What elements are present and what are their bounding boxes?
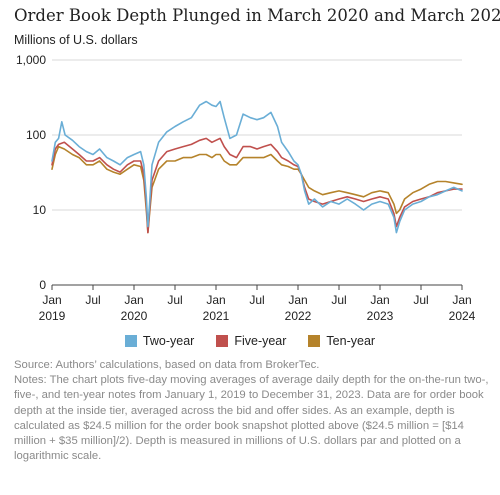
x-tick-year-label: 2024 [449, 309, 476, 323]
source-note: Source: Authors’ calculations, based on … [14, 359, 320, 371]
y-tick-label: 10 [33, 203, 47, 217]
y-tick-label: 1,000 [16, 53, 46, 67]
x-tick-year-label: 2021 [203, 309, 230, 323]
line-chart: 0 10 100 1,000 Jan 2019 Jul Jan 2020 Jul Jan 2021 Ju… [16, 53, 476, 323]
legend-item: Five-year [216, 334, 286, 348]
series-line-ten-year [51, 145, 463, 234]
legend-swatch [308, 335, 321, 347]
x-tick-label: Jul [413, 293, 428, 307]
notes-text: Notes: The chart plots five-day moving a… [14, 374, 489, 463]
x-tick-year-label: 2022 [285, 309, 312, 323]
x-tick-label: Jan [370, 293, 389, 307]
y-axis-unit-label: Millions of U.S. dollars [14, 33, 138, 47]
legend-label: Two-year [142, 334, 195, 348]
chart-legend: Two-year Five-year Ten-year [0, 331, 500, 351]
x-tick-label: Jul [249, 293, 264, 307]
series-line-five-year [51, 137, 463, 234]
x-tick-label: Jan [206, 293, 225, 307]
x-tick-year-label: 2020 [121, 309, 148, 323]
legend-swatch [124, 335, 137, 347]
legend-label: Ten-year [326, 334, 376, 348]
y-tick-label: 100 [26, 128, 46, 142]
chart-footnotes: Source: Authors’ calculations, based on … [14, 358, 490, 464]
legend-item: Two-year [124, 334, 195, 348]
x-tick-label: Jan [288, 293, 307, 307]
x-tick-label: Jul [85, 293, 100, 307]
x-tick-label: Jan [42, 293, 61, 307]
x-tick-label: Jul [331, 293, 346, 307]
x-tick-label: Jul [167, 293, 182, 307]
x-tick-label: Jan [452, 293, 471, 307]
x-tick-year-label: 2023 [367, 309, 394, 323]
legend-swatch [216, 335, 229, 347]
legend-item: Ten-year [308, 334, 375, 348]
legend-label: Five-year [234, 334, 287, 348]
chart-title: Order Book Depth Plunged in March 2020 a… [14, 6, 500, 25]
x-tick-year-label: 2019 [39, 309, 66, 323]
y-tick-label: 0 [39, 278, 46, 292]
series-line-two-year [51, 100, 463, 234]
x-tick-label: Jan [124, 293, 143, 307]
